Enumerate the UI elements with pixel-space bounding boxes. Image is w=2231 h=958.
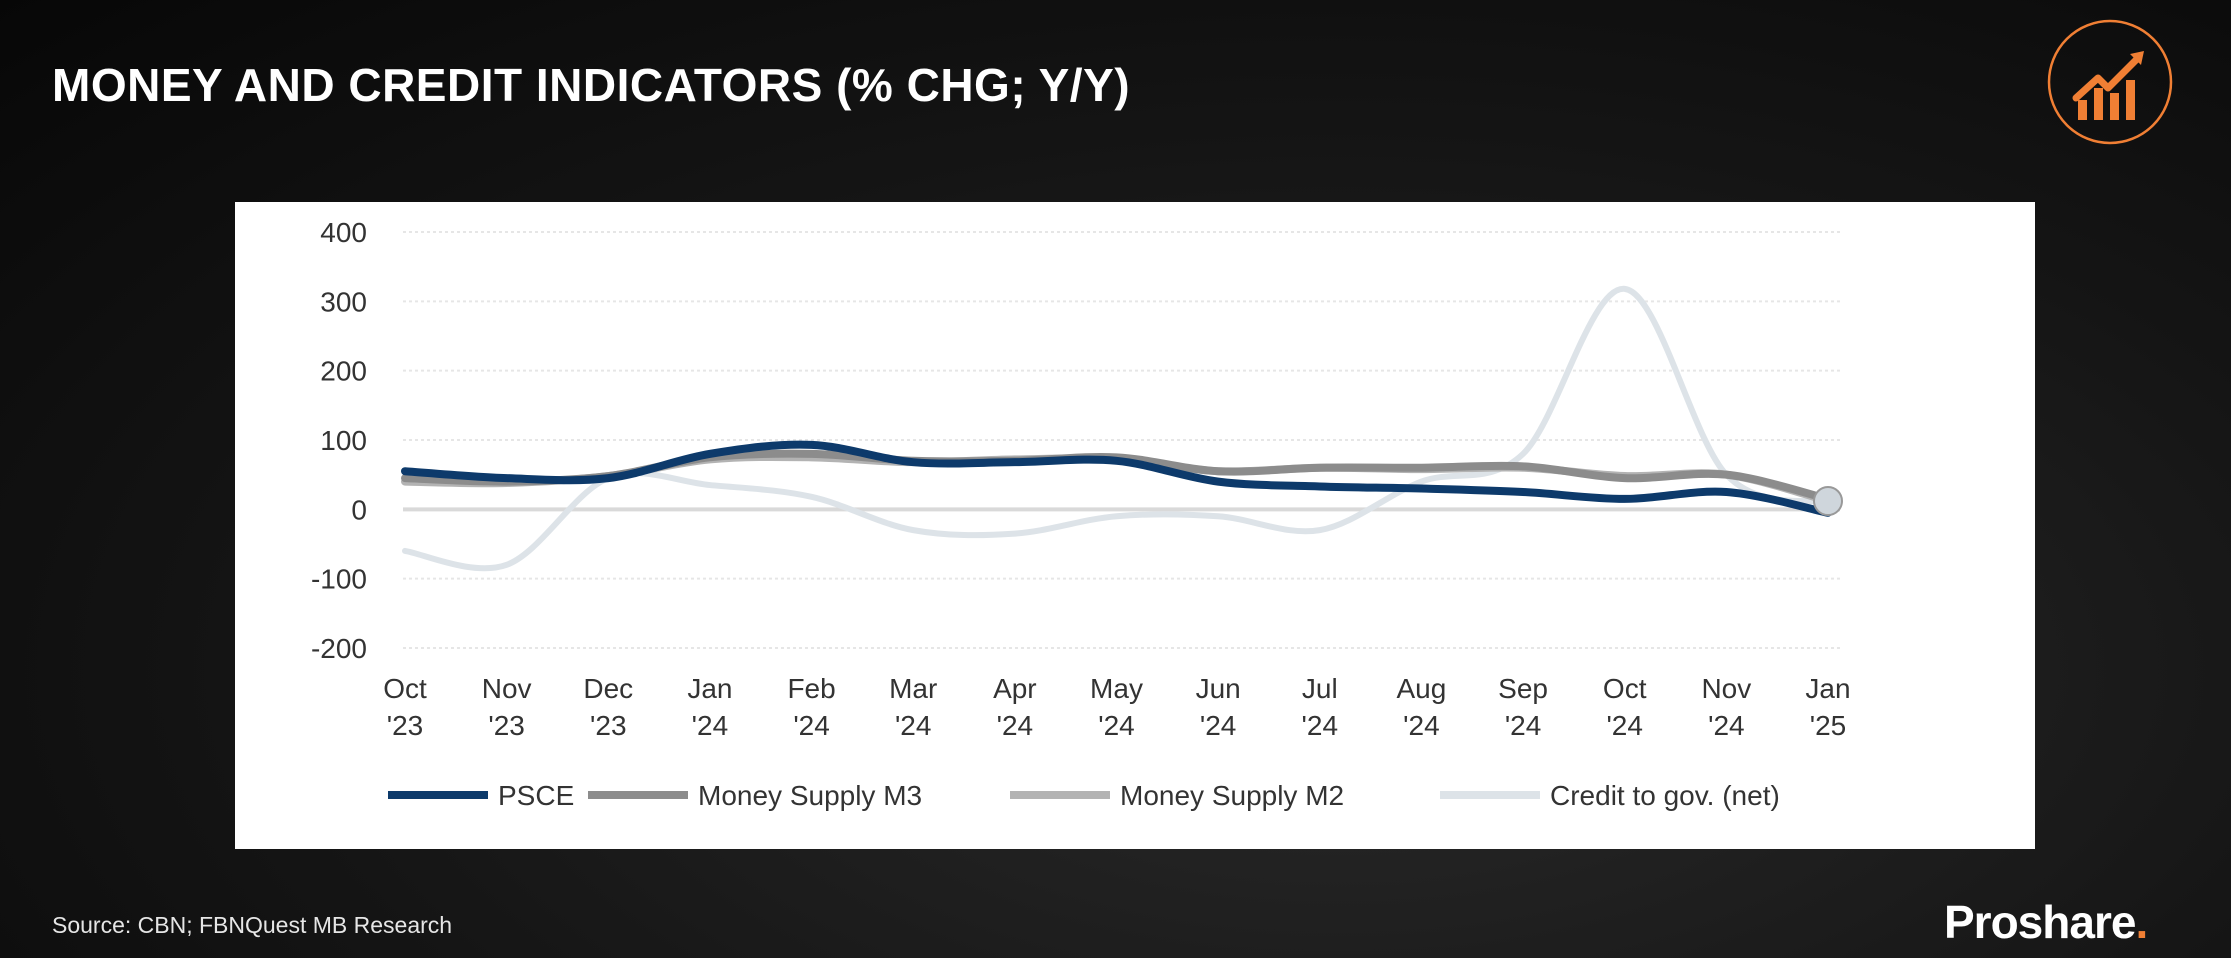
x-tick-year: '24 [895,710,932,741]
x-tick-month: Feb [787,673,835,704]
x-tick-year: '24 [1505,710,1542,741]
brand-logo: Proshare. [1944,895,2148,949]
end-marker [1813,486,1843,517]
series-line-credit-to-gov-net- [402,285,1831,572]
y-tick-label: 200 [320,356,367,387]
x-tick-year: '24 [997,710,1034,741]
x-tick-month: Mar [889,673,937,704]
x-tick-month: Jun [1196,673,1241,704]
legend-label: Credit to gov. (net) [1550,780,1780,811]
brand-dot: . [2135,896,2148,948]
y-tick-label: 0 [351,494,367,525]
x-tick-month: Apr [993,673,1037,704]
x-tick-month: Nov [482,673,532,704]
x-tick-year: '23 [387,710,424,741]
y-tick-label: -100 [311,564,367,595]
x-tick-month: Oct [1603,673,1647,704]
x-tick-year: '24 [1098,710,1135,741]
x-tick-month: Oct [383,673,427,704]
x-tick-month: Jan [1805,673,1850,704]
x-tick-year: '24 [793,710,830,741]
chart-panel [235,202,2035,849]
y-tick-label: -200 [311,633,367,664]
x-tick-year: '24 [1403,710,1440,741]
growth-chart-icon [2047,19,2173,145]
y-tick-label: 100 [320,425,367,456]
x-tick-year: '23 [488,710,525,741]
x-tick-year: '24 [692,710,729,741]
y-tick-label: 400 [320,217,367,248]
x-tick-year: '23 [590,710,627,741]
x-tick-year: '24 [1200,710,1237,741]
x-tick-month: May [1090,673,1143,704]
x-tick-year: '24 [1606,710,1643,741]
page-title: MONEY AND CREDIT INDICATORS (% CHG; Y/Y) [52,59,1131,111]
x-tick-month: Sep [1498,673,1548,704]
x-tick-month: Jul [1302,673,1338,704]
brand-name: Proshare [1944,896,2136,948]
legend-label: Money Supply M2 [1120,780,1344,811]
x-tick-year: '24 [1302,710,1339,741]
legend-label: Money Supply M3 [698,780,922,811]
y-tick-label: 300 [320,286,367,317]
x-tick-year: '25 [1810,710,1847,741]
x-tick-month: Nov [1701,673,1751,704]
source-note: Source: CBN; FBNQuest MB Research [52,912,453,938]
legend-label: PSCE [498,780,574,811]
x-tick-month: Jan [687,673,732,704]
x-tick-month: Dec [583,673,633,704]
x-tick-month: Aug [1397,673,1447,704]
x-tick-year: '24 [1708,710,1745,741]
